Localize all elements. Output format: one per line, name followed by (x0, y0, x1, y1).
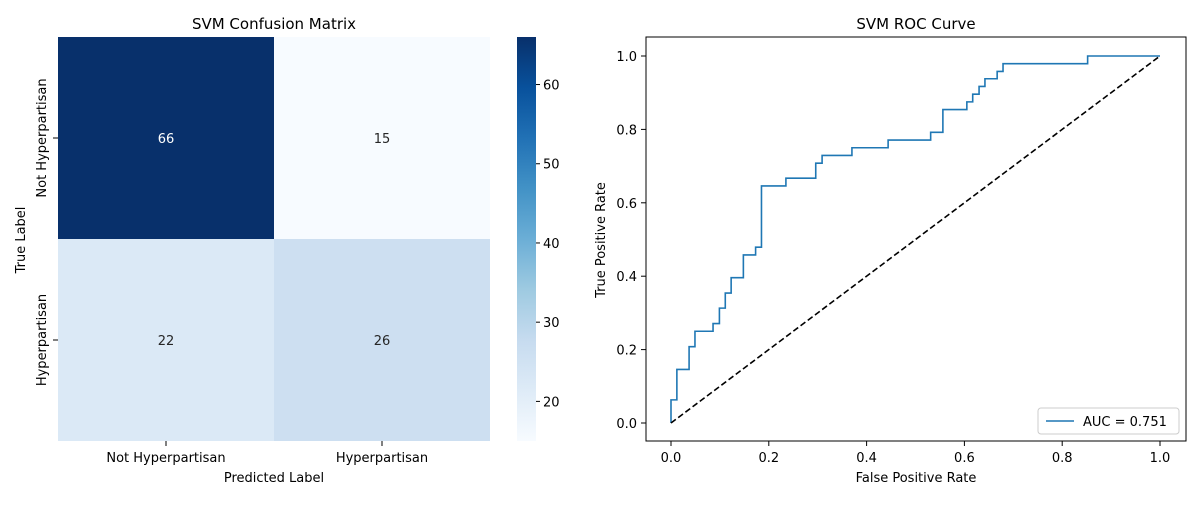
colorbar-tick-label: 60 (543, 79, 560, 94)
roc-x-tick-label: 1.0 (1150, 451, 1171, 466)
cm-cell-value: 22 (158, 334, 175, 349)
roc-x-tick-label: 0.6 (954, 451, 975, 466)
cm-cell (274, 239, 490, 441)
roc-axes-frame (645, 36, 1187, 442)
colorbar-tick-label: 50 (543, 158, 560, 173)
cm-x-tick-label: Hyperpartisan (336, 451, 428, 466)
roc-x-tick-label: 0.0 (661, 451, 682, 466)
roc-x-tick-label: 0.2 (758, 451, 779, 466)
legend-label: AUC = 0.751 (1083, 415, 1167, 430)
roc-x-tick-label: 0.8 (1052, 451, 1073, 466)
legend-box (1037, 407, 1180, 435)
cm-y-tick-label: Hyperpartisan (35, 294, 50, 386)
roc-lines (670, 55, 1161, 424)
roc-y-tick-label: 0.6 (616, 197, 637, 212)
colorbar-ticks: 20 30 40 50 60 (536, 79, 560, 410)
cm-cell (58, 37, 274, 239)
roc-y-tick-label: 0.0 (616, 417, 637, 432)
roc-y-tick-label: 0.2 (616, 344, 637, 359)
cm-x-tick-label: Not Hyperpartisan (106, 451, 225, 466)
cm-cell-value: 26 (374, 334, 391, 349)
roc-x-tick-label: 0.4 (856, 451, 877, 466)
cm-y-tick-label: Not Hyperpartisan (35, 78, 50, 197)
cm-cell (58, 239, 274, 441)
cm-title: SVM Confusion Matrix (192, 15, 356, 33)
roc-y-tick-label: 0.4 (616, 270, 637, 285)
confusion-matrix-panel: SVM Confusion Matrix 66 15 22 26 Not Hyperp… (14, 15, 560, 486)
colorbar (517, 37, 536, 441)
colorbar-tick-label: 40 (543, 237, 560, 252)
cm-x-ticks: Not Hyperpartisan Hyperpartisan (106, 441, 428, 466)
roc-curve-line (670, 55, 1160, 423)
cm-y-ticks: Not Hyperpartisan Hyperpartisan (35, 78, 58, 386)
roc-curve-panel: SVM ROC Curve 0.0 0.2 0.4 0.6 0.8 1.0 0.00.20… (594, 15, 1187, 486)
cm-cells: 66 15 22 26 (58, 37, 490, 441)
roc-legend: AUC = 0.751 (1037, 407, 1180, 435)
roc-y-axis-label: True Positive Rate (594, 182, 609, 299)
roc-title: SVM ROC Curve (856, 15, 975, 33)
cm-y-axis-label: True Label (14, 207, 29, 275)
roc-x-axis-label: False Positive Rate (856, 471, 977, 486)
colorbar-tick-label: 20 (543, 395, 560, 410)
roc-y-tick-label: 1.0 (616, 50, 637, 65)
colorbar-tick-label: 30 (543, 316, 560, 331)
roc-x-ticks: 0.0 0.2 0.4 0.6 0.8 1.0 (661, 441, 1171, 466)
roc-y-tick-label: 0.8 (616, 123, 637, 138)
cm-cell-value: 15 (374, 132, 391, 147)
cm-cell (274, 37, 490, 239)
cm-cell-value: 66 (158, 132, 175, 147)
roc-y-ticks: 0.0 0.2 0.4 0.6 0.8 1.0 (616, 50, 646, 432)
roc-chance-line (670, 55, 1161, 424)
cm-x-axis-label: Predicted Label (224, 471, 324, 486)
